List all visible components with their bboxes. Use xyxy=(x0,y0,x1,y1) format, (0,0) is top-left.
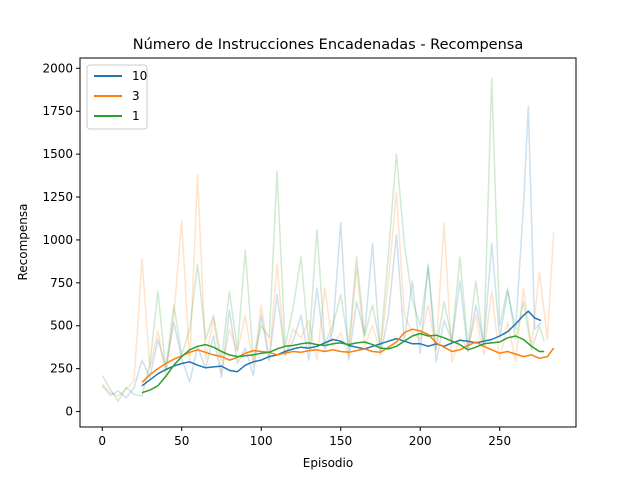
plot-frame xyxy=(79,57,577,428)
raw-series-line-10 xyxy=(101,105,542,399)
x-axis-title: Episodio xyxy=(303,456,353,470)
x-tick-label: 150 xyxy=(329,434,352,448)
y-axis-title: Recompensa xyxy=(16,203,30,280)
smoothed-series-line-1 xyxy=(141,332,545,394)
y-tick-label: 1500 xyxy=(42,147,73,161)
legend-label-1: 1 xyxy=(132,109,140,123)
legend-label-3: 3 xyxy=(132,89,140,103)
y-tick-label: 1750 xyxy=(42,104,73,118)
legend: 10 3 1 xyxy=(86,64,148,130)
x-tick-label: 0 xyxy=(98,434,106,448)
chart-title: Número de Instrucciones Encadenadas - Re… xyxy=(133,37,524,53)
y-tick-label: 0 xyxy=(65,405,73,419)
legend-label-10: 10 xyxy=(132,69,147,83)
x-tick-label: 100 xyxy=(250,434,273,448)
raw-series-line-3 xyxy=(101,173,555,397)
y-tick-label: 500 xyxy=(50,319,73,333)
y-tick-label: 1250 xyxy=(42,190,73,204)
y-tick-label: 1000 xyxy=(42,233,73,247)
y-tick-label: 2000 xyxy=(42,61,73,75)
smoothed-series-layer xyxy=(141,310,555,394)
y-tick-label: 250 xyxy=(50,362,73,376)
y-tick-label: 750 xyxy=(50,276,73,290)
x-tick-label: 50 xyxy=(174,434,189,448)
x-axis: 0 50 100 150 200 250 xyxy=(98,427,511,448)
y-axis: 0 250 500 750 1000 1250 1500 1750 2000 xyxy=(42,61,80,419)
x-tick-label: 200 xyxy=(409,434,432,448)
smoothed-series-line-3 xyxy=(141,328,555,383)
x-tick-label: 250 xyxy=(488,434,511,448)
